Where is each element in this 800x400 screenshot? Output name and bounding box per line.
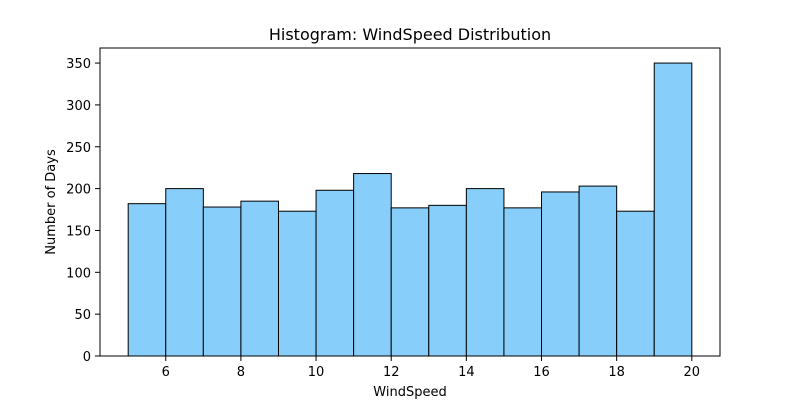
bars-group	[127, 62, 693, 357]
y-tick-label: 0	[83, 350, 91, 365]
histogram-bar	[353, 173, 392, 357]
y-tick-label: 200	[66, 183, 91, 198]
histogram-bar	[127, 203, 167, 357]
y-tick-label: 100	[66, 266, 91, 281]
histogram-bar	[541, 191, 580, 357]
x-axis-title: WindSpeed	[373, 385, 446, 400]
histogram-bar	[428, 204, 467, 357]
histogram-bar	[315, 189, 355, 357]
x-tick-label: 14	[458, 365, 475, 380]
histogram-bar	[465, 188, 505, 357]
histogram-bar	[578, 185, 618, 357]
histogram-bar	[165, 188, 204, 357]
x-tick-label: 12	[383, 365, 400, 380]
histogram-bar	[240, 200, 279, 357]
y-axis-title: Number of Days	[44, 149, 59, 255]
x-tick-label: 16	[533, 365, 550, 380]
plot-frame	[99, 47, 721, 357]
histogram-bar	[503, 207, 543, 357]
histogram-bar	[390, 207, 430, 357]
y-tick-label: 300	[66, 99, 91, 114]
y-axis: 0 50 100 150 200 250 300 350	[66, 57, 100, 365]
histogram-bar	[277, 210, 317, 357]
x-tick-label: 20	[684, 365, 701, 380]
x-tick-label: 8	[237, 365, 245, 380]
x-axis: 6 8 10 12 14 16 18 20	[162, 356, 700, 380]
x-tick-label: 10	[308, 365, 325, 380]
y-tick-label: 150	[66, 224, 91, 239]
y-tick-label: 50	[74, 308, 91, 323]
histogram-bar	[202, 206, 242, 357]
y-tick-label: 250	[66, 141, 91, 156]
histogram-bar	[653, 62, 693, 357]
x-tick-label: 6	[162, 365, 170, 380]
y-tick-label: 350	[66, 57, 91, 72]
chart-title: Histogram: WindSpeed Distribution	[269, 25, 551, 44]
histogram-bar	[616, 210, 655, 357]
x-tick-label: 18	[608, 365, 625, 380]
